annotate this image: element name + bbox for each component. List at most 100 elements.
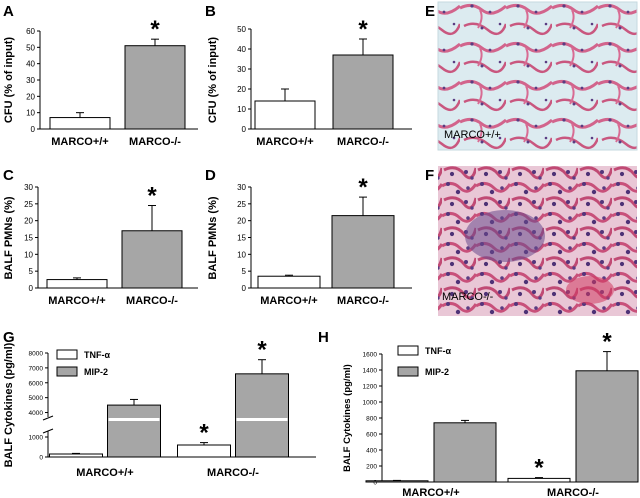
panel-g-ylabel: BALF Cytokines (pg/ml) (3, 342, 15, 467)
panel-h-legend-label: TNF-α (425, 346, 451, 356)
panel-g-category-label: MARCO+/+ (76, 467, 133, 479)
panel-c-ylabel: BALF PMNs (%) (3, 196, 15, 279)
chart-panel-h: 0 200 400 600 800 1000 1200 1400 1600 BALF Cytoki… (342, 329, 639, 498)
panel-b-category-label: MARCO-/- (337, 136, 389, 148)
panel-d-bar (331, 215, 395, 289)
panel-b-ytick-label: 40 (237, 45, 246, 54)
panel-h-ytick-label: 1600 (363, 352, 378, 359)
panel-letter-e: E (425, 3, 435, 20)
panel-a-ylabel: CFU (% of input) (3, 37, 15, 123)
panel-g-ytick-label: 4000 (29, 410, 44, 417)
panel-h-ytick-label: 1000 (363, 400, 378, 407)
panel-c-bar (46, 279, 108, 289)
panel-d-ytick-label: 15 (237, 234, 246, 243)
panel-a-significance: * (150, 16, 160, 43)
panel-h-ytick-label: 1200 (363, 384, 378, 391)
panel-c-ytick-label: 5 (29, 267, 34, 276)
panel-g-category-label: MARCO-/- (207, 467, 259, 479)
panel-h-significance: * (602, 329, 612, 356)
panel-c-ytick-label: 25 (24, 200, 33, 209)
panel-a-category-label: MARCO-/- (129, 136, 181, 148)
panel-g-bar-break-gap (236, 418, 288, 421)
panel-h-ylabel: BALF Cytokines (pg/ml) (342, 364, 353, 472)
micrograph-f: MARCO-/- (438, 166, 637, 316)
panel-d-ytick-label: 30 (237, 183, 246, 192)
panel-a-ytick-label: 10 (26, 109, 35, 118)
panel-g-bar (177, 444, 231, 458)
micrograph-e-label: MARCO+/+ (444, 129, 501, 141)
panel-g-ytick-label: 6000 (29, 380, 44, 387)
panel-h-legend-label: MIP-2 (425, 367, 449, 377)
panel-b-ytick-label: 0 (242, 125, 247, 134)
panel-b-category-label: MARCO+/+ (256, 136, 313, 148)
panel-c-ytick-label: 15 (24, 234, 33, 243)
micrograph-f-label: MARCO-/- (442, 291, 494, 303)
panel-b-bar (332, 54, 394, 130)
panel-h-bar (433, 422, 497, 483)
panel-h-category-label: MARCO+/+ (402, 487, 459, 498)
panel-h-bar (365, 480, 429, 483)
panel-b-ylabel: CFU (% of input) (207, 37, 219, 123)
chart-panel-b: 0 10 20 30 40 50 CFU (% of input) MARCO+/+ * MARC… (207, 16, 412, 148)
panel-h-ytick-label: 400 (366, 448, 377, 455)
panel-a-ytick-label: 0 (31, 125, 36, 134)
panel-d-bar (257, 275, 321, 289)
panel-a-ytick-label: 30 (26, 76, 35, 85)
panel-d-ylabel: BALF PMNs (%) (207, 196, 219, 279)
panel-d-significance: * (358, 174, 368, 201)
panel-a-ytick-label: 60 (26, 27, 35, 36)
micrograph-f-hemorrhage (566, 276, 614, 304)
panel-h-legend-swatch (397, 345, 419, 356)
panel-g-significance: * (199, 420, 209, 447)
panel-g-bar (49, 453, 103, 458)
panel-g-legend-swatch (56, 366, 78, 377)
panel-g-ytick-label: 1000 (29, 435, 44, 442)
panel-g-bar (235, 373, 289, 458)
panel-a-ytick-label: 20 (26, 92, 35, 101)
chart-panel-d: 0 5 10 15 20 25 30 BALF PMNs (%) MARCO+/+ * MARCO-… (207, 174, 412, 307)
panel-d-ytick-label: 0 (242, 284, 247, 293)
panel-g-legend-label: TNF-α (84, 350, 110, 360)
panel-letter-b: B (205, 3, 216, 20)
panel-a-bar (124, 45, 186, 130)
panel-h-significance: * (534, 455, 544, 482)
micrograph-e: MARCO+/+ (437, 1, 638, 151)
panel-g-ytick-label: 7000 (29, 365, 44, 372)
panel-letter-f: F (425, 167, 434, 184)
micrograph-f-infiltrate (465, 210, 545, 262)
panel-letter-c: C (3, 167, 14, 184)
panel-d-ytick-label: 25 (237, 200, 246, 209)
panel-g-ytick-label: 0 (39, 455, 43, 462)
panel-h-ytick-label: 600 (366, 432, 377, 439)
panel-d-ytick-label: 10 (237, 250, 246, 259)
panel-c-significance: * (147, 183, 157, 210)
panel-b-ytick-label: 20 (237, 85, 246, 94)
panel-c-ytick-label: 0 (29, 284, 34, 293)
micrograph-e-image (438, 2, 637, 150)
panel-h-ytick-label: 800 (366, 416, 377, 423)
panel-c-category-label: MARCO+/+ (48, 295, 105, 307)
panel-g-axis-break-mark (42, 415, 54, 421)
panel-a-bar (49, 117, 111, 130)
panel-g-axis-break-mark (42, 428, 54, 434)
panel-c-ytick-label: 20 (24, 217, 33, 226)
panel-g-ytick-label: 8000 (29, 351, 44, 358)
panel-a-ytick-label: 40 (26, 60, 35, 69)
panel-d-ytick-label: 20 (237, 217, 246, 226)
chart-panel-c: 0 5 10 15 20 25 30 BALF PMNs (%) MARCO+/+ * MARCO-… (3, 183, 198, 307)
panel-b-bar (254, 100, 316, 130)
panel-g-legend-label: MIP-2 (84, 367, 108, 377)
panel-h-category-label: MARCO-/- (547, 487, 599, 498)
panel-c-bar (121, 230, 183, 289)
panel-g-legend-swatch (56, 349, 78, 360)
chart-panel-g: 0 1000 4000 5000 6000 7000 8000 BALF Cytokines … (3, 337, 316, 479)
panel-d-category-label: MARCO+/+ (260, 295, 317, 307)
panel-h-bar (575, 370, 639, 483)
panel-a-ytick-label: 50 (26, 43, 35, 52)
panel-a-category-label: MARCO+/+ (51, 136, 108, 148)
panel-b-ytick-label: 10 (237, 105, 246, 114)
micrograph-e-border (437, 1, 638, 151)
panel-c-category-label: MARCO-/- (126, 295, 178, 307)
panel-b-significance: * (358, 16, 368, 43)
